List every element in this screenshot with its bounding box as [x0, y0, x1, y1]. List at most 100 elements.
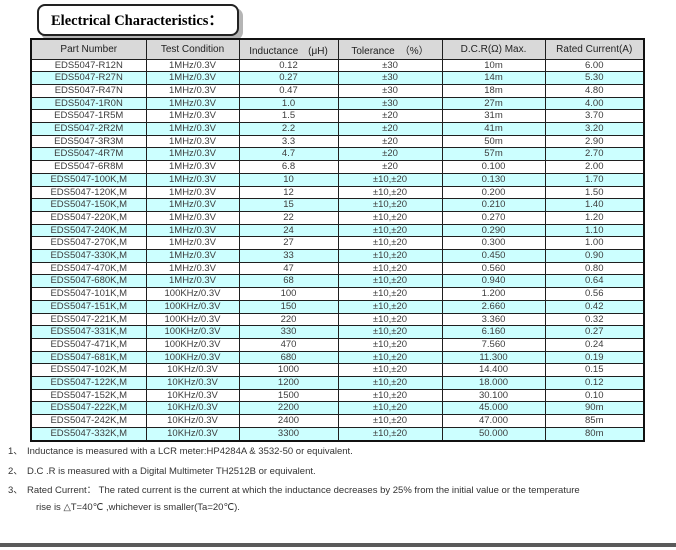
table-header-row: Part Number Test Condition Inductance (μH)… [30, 38, 645, 60]
table-cell: 1MHz/0.3V [145, 223, 240, 238]
table-cell: 7.560 [441, 337, 546, 352]
table-cell: 27m [441, 96, 546, 111]
table-cell: 100KHz/0.3V [145, 350, 240, 365]
table-row: EDS5047-240K,M 1MHz/0.3V 24 ±10,±20 0.290 1.1… [30, 223, 645, 238]
footnote-2: 2、 D.C .R is measured with a Digital Mul… [8, 466, 670, 478]
table-cell: 24 [238, 223, 339, 238]
table-cell: ±30 [337, 96, 443, 111]
table-cell: ±10,±20 [337, 299, 443, 314]
table-cell: 0.450 [441, 249, 546, 263]
table-row: EDS5047-2R2M 1MHz/0.3V 2.2 ±20 41m 3.20 [30, 122, 645, 136]
table-cell: 0.42 [544, 299, 645, 314]
table-cell: ±10,±20 [337, 261, 443, 276]
table-cell: EDS5047-152K,M [30, 388, 147, 403]
table-row: EDS5047-1R0N 1MHz/0.3V 1.0 ±30 27m 4.00 [30, 96, 645, 111]
table-cell: ±10,±20 [337, 426, 443, 442]
table-cell: EDS5047-4R7M [30, 147, 147, 162]
table-cell: EDS5047-681K,M [30, 350, 147, 365]
table-cell: ±20 [337, 122, 443, 136]
table-cell: 1MHz/0.3V [145, 109, 240, 124]
table-cell: 14.400 [441, 363, 546, 378]
table-cell: 18m [441, 83, 546, 98]
table-cell: EDS5047-332K,M [30, 426, 147, 442]
table-cell: EDS5047-100K,M [30, 172, 147, 187]
table-cell: ±10,±20 [337, 185, 443, 200]
table-row: EDS5047-100K,M 1MHz/0.3V 10 ±10,±20 0.130 1.7… [30, 172, 645, 187]
table-cell: 11.300 [441, 350, 546, 365]
table-cell: 0.27 [238, 71, 339, 85]
table-cell: EDS5047-6R8M [30, 160, 147, 174]
table-cell: 57m [441, 147, 546, 162]
table-cell: ±10,±20 [337, 363, 443, 378]
table-cell: EDS5047-220K,M [30, 210, 147, 225]
table-cell: 80m [544, 426, 645, 442]
table-row: EDS5047-222K,M 10KHz/0.3V 2200 ±10,±20 45.00… [30, 401, 645, 416]
footnote-number: 2、 [8, 465, 23, 477]
table-cell: EDS5047-331K,M [30, 325, 147, 339]
footnote-1: 1、 Inductance is measured with a LCR met… [8, 446, 670, 458]
table-cell: ±10,±20 [337, 198, 443, 212]
table-cell: 0.19 [544, 350, 645, 365]
table-row: EDS5047-120K,M 1MHz/0.3V 12 ±10,±20 0.200 1.5… [30, 185, 645, 200]
table-cell: ±10,±20 [337, 210, 443, 225]
table-cell: 6.160 [441, 325, 546, 339]
table-cell: ±20 [337, 147, 443, 162]
column-header-5: D.C.R(Ω) Max. [441, 38, 546, 60]
table-cell: 0.560 [441, 261, 546, 276]
table-cell: 2.90 [544, 134, 645, 149]
table-cell: 10 [238, 172, 339, 187]
table-cell: 1.0 [238, 96, 339, 111]
table-cell: EDS5047-270K,M [30, 236, 147, 251]
table-row: EDS5047-150K,M 1MHz/0.3V 15 ±10,±20 0.210 1.4… [30, 198, 645, 212]
table-cell: 68 [238, 274, 339, 289]
table-cell: 150 [238, 299, 339, 314]
table-row: EDS5047-151K,M 100KHz/0.3V 150 ±10,±20 2.660… [30, 299, 645, 314]
table-cell: 50m [441, 134, 546, 149]
table-cell: 1.10 [544, 223, 645, 238]
table-cell: 0.130 [441, 172, 546, 187]
table-cell: 0.12 [544, 376, 645, 390]
table-cell: 0.270 [441, 210, 546, 225]
table-cell: 33 [238, 249, 339, 263]
table-cell: 0.210 [441, 198, 546, 212]
table-cell: ±10,±20 [337, 236, 443, 251]
table-cell: 1MHz/0.3V [145, 236, 240, 251]
table-cell: 100KHz/0.3V [145, 325, 240, 339]
table-cell: 0.200 [441, 185, 546, 200]
table-cell: EDS5047-240K,M [30, 223, 147, 238]
table-cell: ±30 [337, 71, 443, 85]
table-cell: 0.32 [544, 312, 645, 327]
table-cell: 27 [238, 236, 339, 251]
table-cell: ±20 [337, 134, 443, 149]
table-cell: ±10,±20 [337, 401, 443, 416]
table-cell: ±10,±20 [337, 325, 443, 339]
table-cell: 1MHz/0.3V [145, 249, 240, 263]
table-cell: ±20 [337, 109, 443, 124]
table-cell: ±20 [337, 160, 443, 174]
footnote-number: 1、 [8, 446, 23, 457]
table-cell: EDS5047-470K,M [30, 261, 147, 276]
table-cell: ±10,±20 [337, 274, 443, 289]
table-cell: EDS5047-101K,M [30, 287, 147, 301]
table-cell: 100 [238, 287, 339, 301]
table-cell: 1.20 [544, 210, 645, 225]
table-cell: 1.40 [544, 198, 645, 212]
table-cell: 1MHz/0.3V [145, 122, 240, 136]
table-cell: 1.5 [238, 109, 339, 124]
table-cell: 1000 [238, 363, 339, 378]
table-cell: 41m [441, 122, 546, 136]
table-cell: EDS5047-102K,M [30, 363, 147, 378]
table-cell: 4.7 [238, 147, 339, 162]
table-cell: EDS5047-122K,M [30, 376, 147, 390]
table-row: EDS5047-1R5M 1MHz/0.3V 1.5 ±20 31m 3.70 [30, 109, 645, 124]
column-header-2: Test Condition [145, 38, 240, 60]
table-cell: 90m [544, 401, 645, 416]
table-cell: 0.940 [441, 274, 546, 289]
table-cell: EDS5047-2R2M [30, 122, 147, 136]
table-cell: EDS5047-471K,M [30, 337, 147, 352]
table-cell: ±30 [337, 58, 443, 73]
table-row: EDS5047-152K,M 10KHz/0.3V 1500 ±10,±20 30.10… [30, 388, 645, 403]
table-row: EDS5047-330K,M 1MHz/0.3V 33 ±10,±20 0.450 0.9… [30, 249, 645, 263]
table-cell: 470 [238, 337, 339, 352]
table-cell: 0.10 [544, 388, 645, 403]
